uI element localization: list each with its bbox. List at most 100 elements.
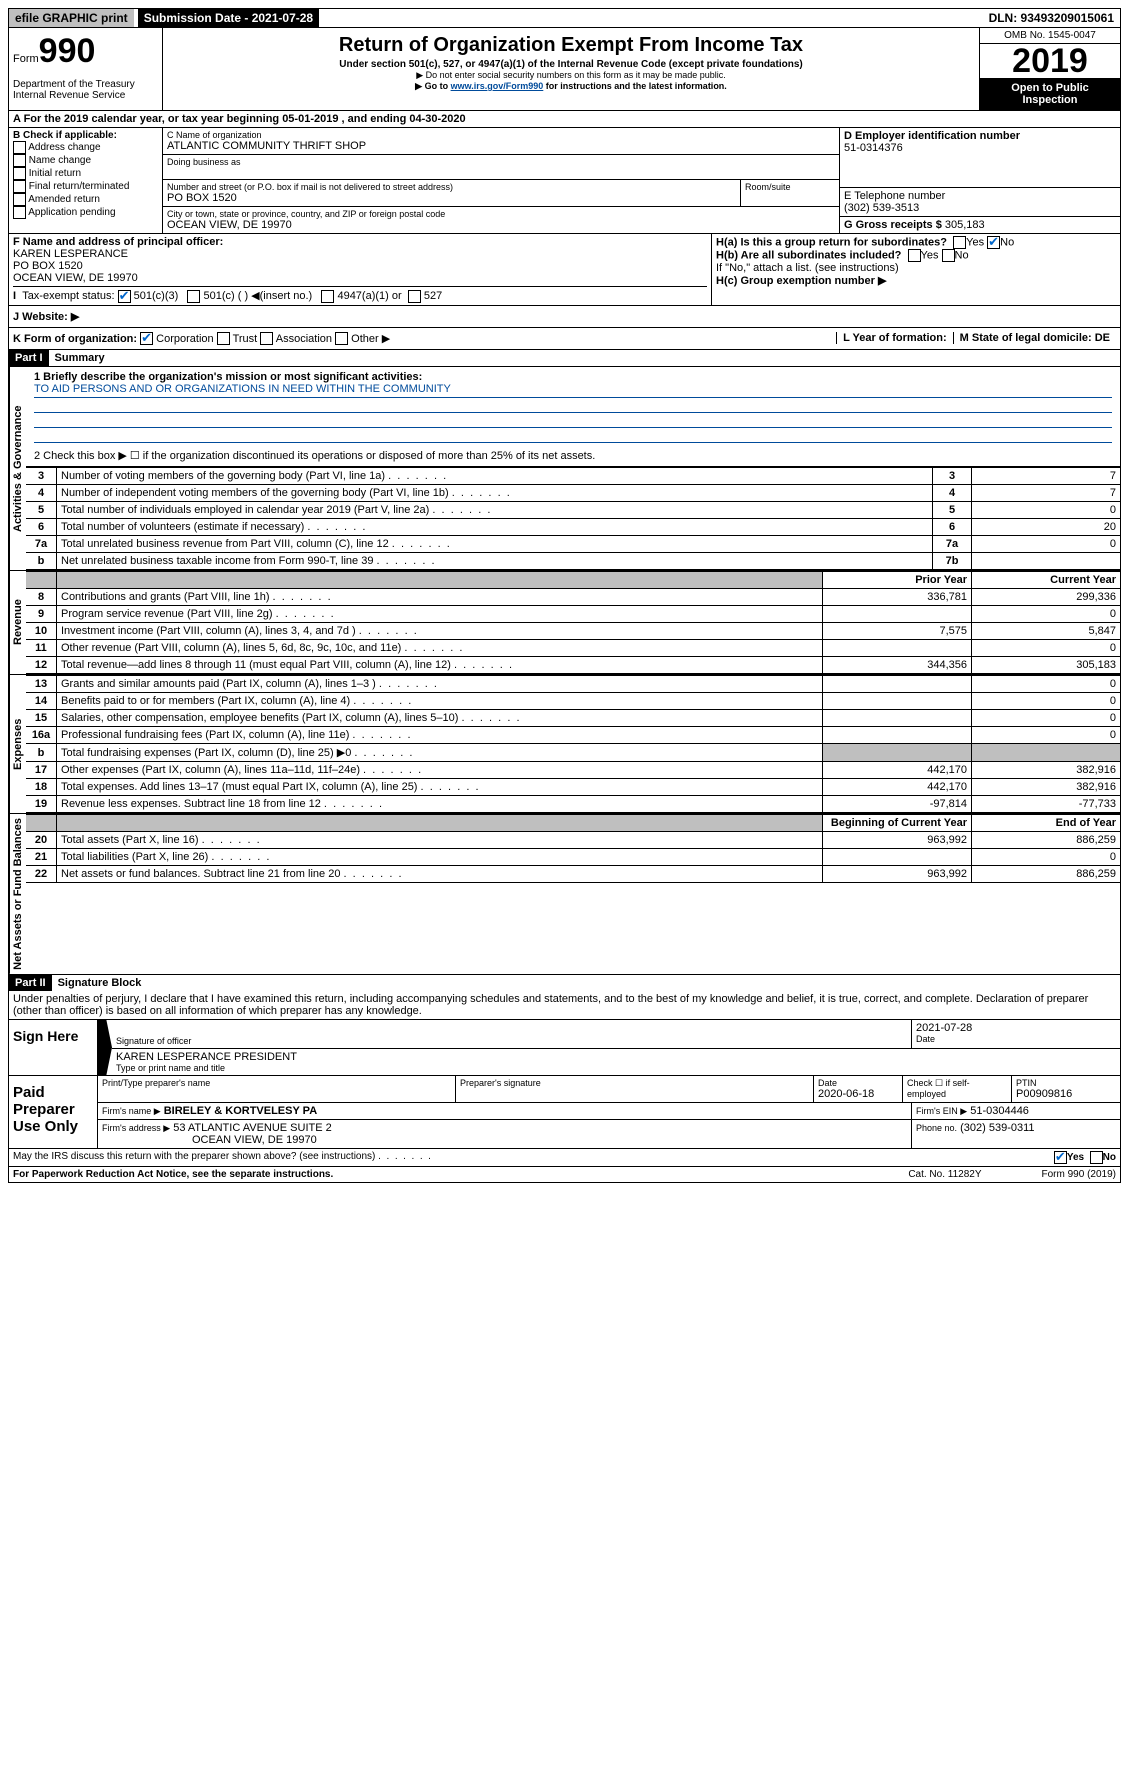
cb-corp[interactable] (140, 332, 153, 345)
l-year: L Year of formation: (836, 332, 953, 344)
cb-initial[interactable] (13, 167, 26, 180)
tax-year: 2019 (980, 44, 1120, 78)
d-label: D Employer identification number (844, 130, 1116, 142)
cb-trust[interactable] (217, 332, 230, 345)
preparer-label: Paid Preparer Use Only (9, 1076, 98, 1148)
dln: DLN: 93493209015061 (983, 9, 1120, 27)
cb-ha-no[interactable] (987, 236, 1000, 249)
room-label: Room/suite (741, 180, 839, 206)
footer-cat: Cat. No. 11282Y (908, 1169, 981, 1180)
note2-pre: ▶ Go to (415, 81, 450, 91)
dba-label: Doing business as (167, 157, 835, 167)
gov-table: 3Number of voting members of the governi… (26, 467, 1120, 570)
net-table: Beginning of Current YearEnd of Year20To… (26, 814, 1120, 883)
submission-date: Submission Date - 2021-07-28 (138, 9, 319, 27)
form-number: 990 (39, 32, 96, 70)
cb-4947[interactable] (321, 290, 334, 303)
q1: 1 Briefly describe the organization's mi… (34, 371, 1112, 383)
rev-table: Prior YearCurrent Year8Contributions and… (26, 571, 1120, 674)
officer-addr1: PO BOX 1520 (13, 260, 707, 272)
hb-label: H(b) Are all subordinates included? (716, 249, 901, 261)
efile-button[interactable]: efile GRAPHIC print (9, 9, 134, 27)
e-label: E Telephone number (844, 190, 1116, 202)
irs-link[interactable]: www.irs.gov/Form990 (451, 81, 544, 91)
sig-date-label: Date (916, 1034, 1116, 1044)
cb-pending[interactable] (13, 206, 26, 219)
f-label: F Name and address of principal officer: (13, 236, 707, 248)
gross-receipts: 305,183 (945, 219, 985, 231)
net-label: Net Assets or Fund Balances (9, 814, 26, 974)
row-k: K Form of organization: Corporation Trus… (8, 328, 1121, 351)
officer-printed: KAREN LESPERANCE PRESIDENT (116, 1051, 1116, 1063)
governance-section: Activities & Governance 1 Briefly descri… (8, 367, 1121, 571)
org-name: ATLANTIC COMMUNITY THRIFT SHOP (167, 140, 835, 152)
firm-addr2: OCEAN VIEW, DE 19970 (192, 1134, 317, 1146)
officer-addr2: OCEAN VIEW, DE 19970 (13, 272, 707, 284)
cb-assoc[interactable] (260, 332, 273, 345)
cb-527[interactable] (408, 290, 421, 303)
ha-label: H(a) Is this a group return for subordin… (716, 236, 947, 248)
cb-501c3[interactable] (118, 290, 131, 303)
hc-label: H(c) Group exemption number ▶ (716, 275, 886, 287)
open-inspection: Open to Public Inspection (980, 78, 1120, 110)
firm-name: BIRELEY & KORTVELESY PA (164, 1105, 317, 1117)
cb-address[interactable] (13, 141, 26, 154)
section-bcd: B Check if applicable: Address change Na… (8, 128, 1121, 234)
dept-label: Department of the Treasury Internal Reve… (13, 79, 158, 101)
exp-label: Expenses (9, 675, 26, 813)
form-header: Form990 Department of the Treasury Inter… (8, 28, 1121, 111)
officer-name: KAREN LESPERANCE (13, 248, 707, 260)
cb-501c[interactable] (187, 290, 200, 303)
c-name-label: C Name of organization (167, 130, 835, 140)
phone: (302) 539-3513 (844, 202, 1116, 214)
top-bar: efile GRAPHIC print Submission Date - 20… (8, 8, 1121, 28)
note2-post: for instructions and the latest informat… (543, 81, 727, 91)
part-ii-title: Signature Block (52, 975, 148, 991)
gov-label: Activities & Governance (9, 367, 26, 570)
footer-right: Form 990 (2019) (1042, 1169, 1116, 1180)
m-state: M State of legal domicile: DE (953, 332, 1116, 344)
revenue-section: Revenue Prior YearCurrent Year8Contribut… (8, 571, 1121, 675)
q2: 2 Check this box ▶ ☐ if the organization… (34, 449, 1112, 462)
form-subtitle: Under section 501(c), 527, or 4947(a)(1)… (167, 59, 975, 70)
g-label: G Gross receipts $ (844, 219, 945, 231)
hb-note: If "No," attach a list. (see instruction… (716, 262, 1116, 274)
cb-amended[interactable] (13, 193, 26, 206)
note-ssn: ▶ Do not enter social security numbers o… (167, 70, 975, 81)
row-fh: F Name and address of principal officer:… (8, 234, 1121, 306)
ein: 51-0314376 (844, 142, 1116, 154)
cb-discuss-yes[interactable] (1054, 1151, 1067, 1164)
officer-printed-label: Type or print name and title (116, 1063, 1116, 1073)
cb-hb-no[interactable] (942, 249, 955, 262)
firm-addr1: 53 ATLANTIC AVENUE SUITE 2 (173, 1122, 332, 1134)
org-address: PO BOX 1520 (167, 192, 736, 204)
footer-left: For Paperwork Reduction Act Notice, see … (13, 1169, 333, 1180)
form-prefix: Form (13, 53, 39, 65)
cb-name[interactable] (13, 154, 26, 167)
addr-label: Number and street (or P.O. box if mail i… (167, 182, 736, 192)
sig-officer-label: Signature of officer (116, 1036, 907, 1046)
netassets-section: Net Assets or Fund Balances Beginning of… (8, 814, 1121, 975)
org-city: OCEAN VIEW, DE 19970 (167, 219, 835, 231)
declaration: Under penalties of perjury, I declare th… (9, 991, 1120, 1019)
firm-ein: 51-0304446 (970, 1105, 1029, 1117)
cb-ha-yes[interactable] (953, 236, 966, 249)
sign-here: Sign Here Signature of officer 2021-07-2… (8, 1020, 1121, 1076)
city-label: City or town, state or province, country… (167, 209, 835, 219)
expense-section: Expenses 13Grants and similar amounts pa… (8, 675, 1121, 814)
part-i-title: Summary (49, 350, 111, 366)
cb-discuss-no[interactable] (1090, 1151, 1103, 1164)
arrow-icon (98, 1020, 112, 1075)
cb-hb-yes[interactable] (908, 249, 921, 262)
q1-answer: TO AID PERSONS AND OR ORGANIZATIONS IN N… (34, 383, 1112, 398)
paid-preparer: Paid Preparer Use Only Print/Type prepar… (8, 1076, 1121, 1149)
cb-other[interactable] (335, 332, 348, 345)
cb-final[interactable] (13, 180, 26, 193)
rev-label: Revenue (9, 571, 26, 674)
row-a: A For the 2019 calendar year, or tax yea… (8, 111, 1121, 128)
sign-label: Sign Here (9, 1020, 98, 1075)
exp-table: 13Grants and similar amounts paid (Part … (26, 675, 1120, 813)
firm-phone: (302) 539-0311 (960, 1122, 1034, 1134)
form-title: Return of Organization Exempt From Incom… (167, 34, 975, 57)
b-title: B Check if applicable: (13, 130, 158, 141)
